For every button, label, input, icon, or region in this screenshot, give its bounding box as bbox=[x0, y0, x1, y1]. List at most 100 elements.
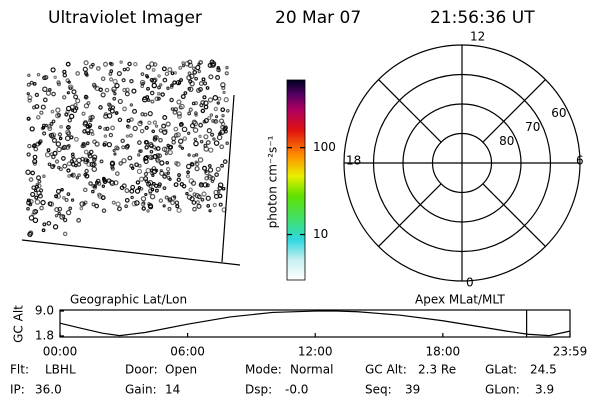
image-dot bbox=[137, 163, 142, 168]
image-dot bbox=[195, 64, 201, 71]
image-dot bbox=[88, 181, 93, 186]
image-dot bbox=[25, 169, 31, 175]
image-dot bbox=[82, 66, 88, 72]
image-dot bbox=[103, 134, 108, 138]
image-dot bbox=[48, 88, 52, 92]
image-dot bbox=[144, 73, 149, 78]
image-dot bbox=[178, 65, 183, 70]
image-dot bbox=[110, 125, 116, 131]
image-dot bbox=[206, 128, 212, 134]
image-dot bbox=[82, 187, 88, 193]
image-dot bbox=[221, 113, 225, 118]
image-dot bbox=[69, 135, 74, 140]
image-dot bbox=[76, 217, 82, 223]
image-dot bbox=[55, 107, 61, 113]
image-dot bbox=[147, 111, 153, 117]
image-dot bbox=[149, 149, 154, 154]
image-dot bbox=[76, 162, 82, 167]
image-dot bbox=[187, 62, 194, 69]
image-dot bbox=[35, 182, 40, 187]
image-dot bbox=[122, 67, 127, 72]
image-dot bbox=[92, 154, 98, 160]
image-dot bbox=[115, 201, 121, 207]
image-dot bbox=[201, 77, 206, 82]
image-dot bbox=[134, 188, 141, 194]
image-dot bbox=[149, 143, 154, 149]
image-dot bbox=[145, 167, 151, 174]
image-dot bbox=[27, 231, 33, 238]
image-dot bbox=[58, 167, 63, 172]
image-dot bbox=[149, 193, 156, 200]
image-dot bbox=[213, 140, 220, 146]
image-dot bbox=[112, 78, 118, 85]
image-dot bbox=[52, 224, 59, 230]
image-dot bbox=[53, 75, 57, 79]
image-dot bbox=[157, 153, 163, 159]
image-dot bbox=[144, 140, 150, 145]
image-dot bbox=[194, 166, 200, 172]
image-dot bbox=[110, 166, 115, 171]
image-dot bbox=[198, 122, 204, 128]
image-dot bbox=[111, 200, 116, 205]
image-dot bbox=[157, 74, 161, 78]
image-dot bbox=[189, 73, 195, 79]
image-dot bbox=[194, 153, 199, 157]
image-dot bbox=[129, 163, 134, 168]
image-dot bbox=[26, 206, 30, 211]
info-value: 3.9 bbox=[535, 383, 554, 397]
image-dot bbox=[222, 159, 228, 164]
image-dot bbox=[147, 203, 154, 209]
image-dot bbox=[76, 157, 82, 164]
image-dot bbox=[144, 145, 149, 150]
image-dot bbox=[62, 217, 68, 223]
image-dot bbox=[108, 71, 113, 76]
image-dot bbox=[94, 180, 100, 185]
image-dot bbox=[70, 152, 75, 157]
image-dot bbox=[191, 101, 196, 106]
image-dot bbox=[165, 121, 171, 127]
image-dot bbox=[34, 92, 40, 98]
image-dot bbox=[127, 155, 133, 161]
image-dot bbox=[203, 81, 208, 86]
image-dot bbox=[151, 166, 157, 171]
image-dot bbox=[173, 182, 179, 188]
image-dot bbox=[201, 191, 207, 197]
image-dot bbox=[121, 78, 126, 83]
image-dot bbox=[114, 171, 120, 176]
image-dot bbox=[91, 62, 95, 67]
image-dot bbox=[42, 174, 46, 178]
image-dot bbox=[29, 80, 34, 85]
image-dot bbox=[66, 125, 70, 130]
image-dot bbox=[94, 141, 100, 147]
image-dot bbox=[39, 110, 44, 115]
image-dot bbox=[226, 108, 230, 113]
image-dot bbox=[205, 86, 210, 90]
image-dot bbox=[115, 111, 119, 115]
image-dot bbox=[221, 85, 226, 91]
image-dot bbox=[98, 105, 103, 110]
image-dot bbox=[202, 95, 207, 100]
image-dot bbox=[168, 177, 172, 181]
image-dot bbox=[167, 206, 172, 212]
image-dot bbox=[70, 172, 76, 178]
image-dot bbox=[40, 126, 45, 131]
info-label: Door: bbox=[125, 363, 158, 377]
image-dot bbox=[153, 135, 159, 141]
image-dot bbox=[42, 86, 48, 92]
image-dot bbox=[194, 160, 198, 164]
image-dot bbox=[47, 124, 52, 129]
image-dot bbox=[217, 182, 224, 188]
image-dot bbox=[171, 139, 176, 145]
image-dot bbox=[203, 118, 209, 124]
image-dot bbox=[193, 140, 199, 147]
image-dot bbox=[187, 71, 192, 76]
image-dot bbox=[28, 215, 35, 221]
image-dot bbox=[109, 180, 116, 186]
image-dot bbox=[217, 96, 222, 101]
image-dot bbox=[65, 105, 72, 112]
image-dot bbox=[212, 95, 219, 101]
image-dot bbox=[209, 59, 215, 65]
image-dot bbox=[165, 166, 171, 172]
image-dot bbox=[94, 85, 100, 92]
image-dot bbox=[185, 174, 191, 179]
